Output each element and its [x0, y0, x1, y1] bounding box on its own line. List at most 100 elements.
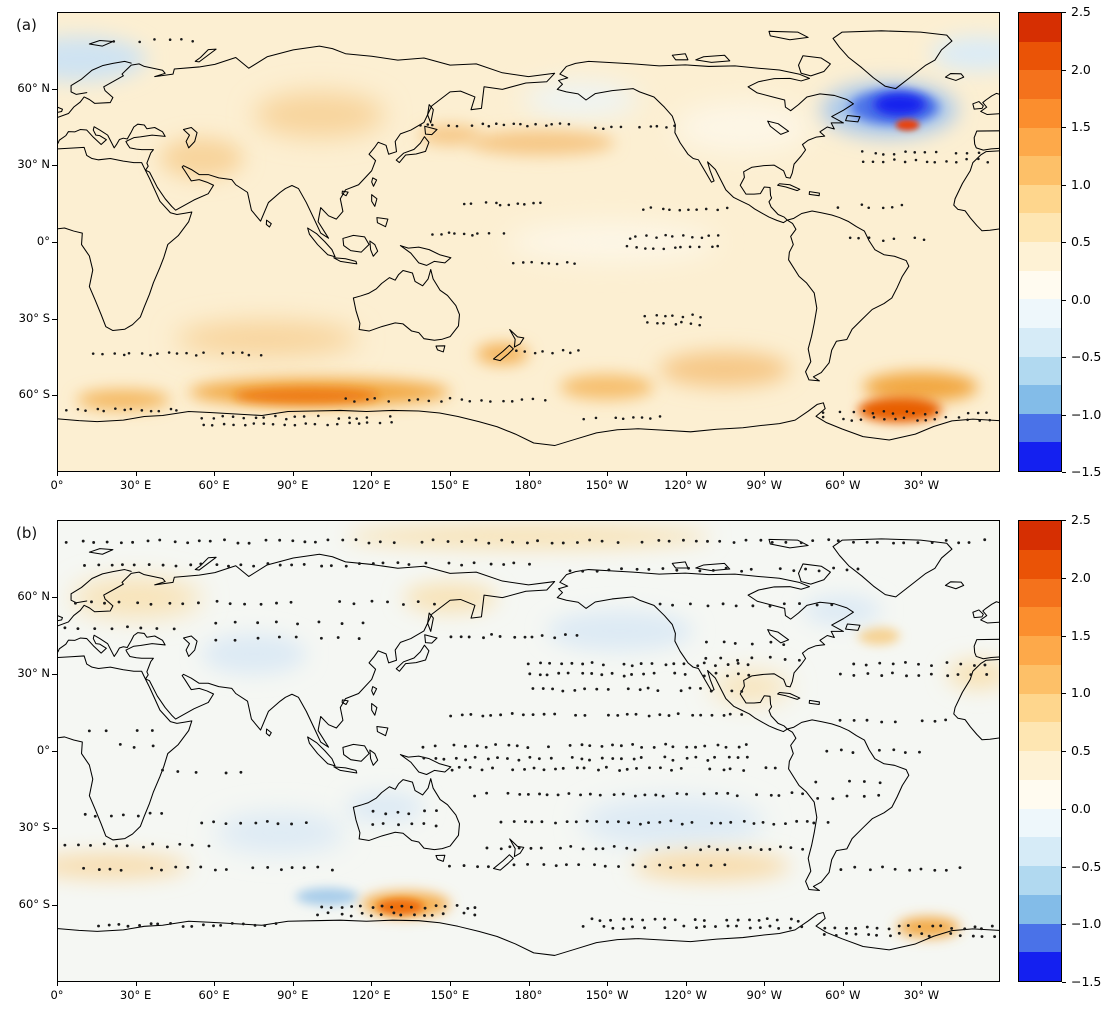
stipple-dot — [357, 422, 361, 425]
stipple-dot — [455, 904, 459, 907]
stipple-dot — [611, 743, 614, 747]
stipple-dot — [290, 563, 294, 567]
coastline-path — [341, 699, 349, 705]
stipple-dot — [511, 540, 515, 544]
stipple-dot — [113, 352, 117, 355]
stipple-dot — [693, 918, 697, 921]
stipple-dot — [523, 635, 527, 639]
stipple-dot — [73, 601, 77, 605]
stipple-dot — [861, 160, 865, 163]
stipple-dot — [633, 848, 637, 852]
stipple-dot — [862, 780, 866, 783]
stipple-dot — [296, 622, 299, 626]
stipple-dot — [550, 122, 553, 126]
x-tick-label: 120° W — [664, 988, 708, 1002]
y-tick-label: 30° S — [18, 310, 50, 325]
stipple-dot — [622, 917, 626, 921]
stipple-dot — [933, 160, 937, 164]
coastline-path — [509, 838, 525, 858]
stipple-dot — [559, 846, 562, 850]
stipple-dot — [598, 919, 602, 923]
coastline-path — [70, 60, 132, 95]
stipple-dot — [140, 409, 144, 412]
stipple-dot — [944, 718, 948, 722]
stipple-dot — [658, 820, 662, 824]
stipple-dot — [566, 671, 570, 675]
anomaly-blob — [159, 137, 244, 179]
colorbar-tickmark — [1062, 924, 1066, 926]
stipple-dot — [462, 911, 466, 915]
colorbar-band — [1019, 127, 1061, 157]
stipple-dot — [710, 821, 714, 825]
x-tick-label: 60° W — [825, 478, 861, 492]
stipple-dot — [775, 918, 779, 922]
stipple-dot — [448, 864, 451, 868]
stipple-dot — [561, 689, 565, 693]
stipple-dot — [852, 662, 856, 666]
stipple-dot — [168, 601, 172, 605]
stipple-dot — [466, 907, 470, 910]
stipple-dot — [749, 567, 753, 571]
anomaly-blob — [559, 374, 654, 400]
stipple-dot — [496, 756, 499, 760]
stipple-dot — [631, 863, 635, 867]
coastline-path — [973, 130, 999, 151]
stipple-dot — [462, 232, 466, 236]
anomaly-blob — [674, 102, 811, 153]
stipple-dot — [790, 791, 794, 795]
stipple-dot — [353, 400, 356, 403]
stipple-dot — [462, 202, 466, 206]
stipple-dot — [768, 924, 772, 928]
stipple-dot — [611, 757, 615, 760]
stipple-dot — [485, 791, 489, 795]
stipple-dot — [917, 674, 921, 677]
stipple-dot — [243, 602, 247, 606]
stipple-dot — [274, 414, 277, 418]
stipple-dot — [473, 755, 477, 759]
stipple-dot — [698, 569, 702, 573]
stipple-dot — [601, 847, 605, 851]
stipple-dot — [554, 767, 557, 771]
stipple-dot — [679, 766, 683, 770]
stipple-dot — [890, 671, 894, 675]
stipple-dot — [945, 661, 949, 664]
stipple-dot — [727, 755, 731, 759]
coastline-path — [980, 601, 999, 624]
stipple-dot — [625, 712, 629, 716]
stipple-dot — [105, 540, 109, 544]
stipple-dot — [588, 758, 591, 762]
stipple-dot — [966, 411, 970, 415]
stipple-dot — [146, 539, 150, 543]
stipple-dot — [672, 662, 676, 666]
stipple-dot — [521, 261, 525, 264]
stipple-dot — [682, 662, 686, 666]
coastlines — [58, 30, 999, 447]
stipple-dot — [639, 662, 643, 665]
stipple-dot — [707, 845, 711, 848]
stipple-dot — [609, 918, 613, 922]
stipple-dot — [662, 917, 666, 921]
stipple-dot — [867, 206, 871, 210]
stipple-dot — [664, 233, 667, 237]
stipple-dot — [734, 604, 738, 608]
y-tickmark — [52, 395, 57, 397]
coastline-path — [953, 659, 999, 741]
stipple-dot — [180, 37, 183, 41]
colorbar-band — [1019, 270, 1061, 300]
colorbar-band — [1019, 751, 1061, 780]
stipple-dot — [371, 562, 375, 565]
stipple-dot — [985, 411, 988, 414]
stipple-dot — [722, 640, 726, 644]
colorbar-tick-label: 2.0 — [1071, 569, 1091, 585]
stipple-dot — [512, 863, 516, 867]
stipple-dot — [155, 627, 159, 630]
stipple-dot — [590, 672, 594, 675]
map-panel-a-canvas — [58, 13, 999, 471]
stipple-dot — [542, 768, 546, 772]
stipple-dot — [721, 602, 725, 606]
colorbar-tick-label: 2.5 — [1071, 512, 1091, 527]
stipple-dot — [169, 922, 172, 925]
stipple-dot — [854, 926, 857, 930]
stipple-dot — [748, 926, 752, 930]
stipple-dot — [65, 408, 68, 412]
